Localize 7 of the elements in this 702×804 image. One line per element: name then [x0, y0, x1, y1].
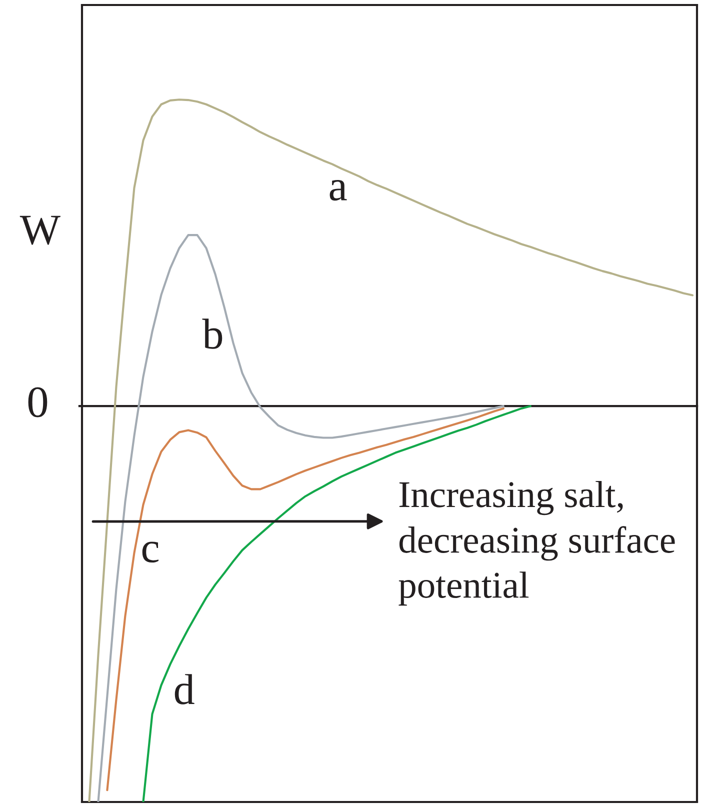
- series-label: d: [174, 674, 194, 704]
- y-axis-title: W: [20, 216, 60, 245]
- ref-line-label: 0: [28, 387, 48, 418]
- series-label: b: [202, 318, 222, 349]
- series-label: a: [330, 180, 347, 201]
- annotation: Increasing salt, decreasing surface potential: [398, 480, 675, 606]
- series-label: c: [142, 542, 158, 563]
